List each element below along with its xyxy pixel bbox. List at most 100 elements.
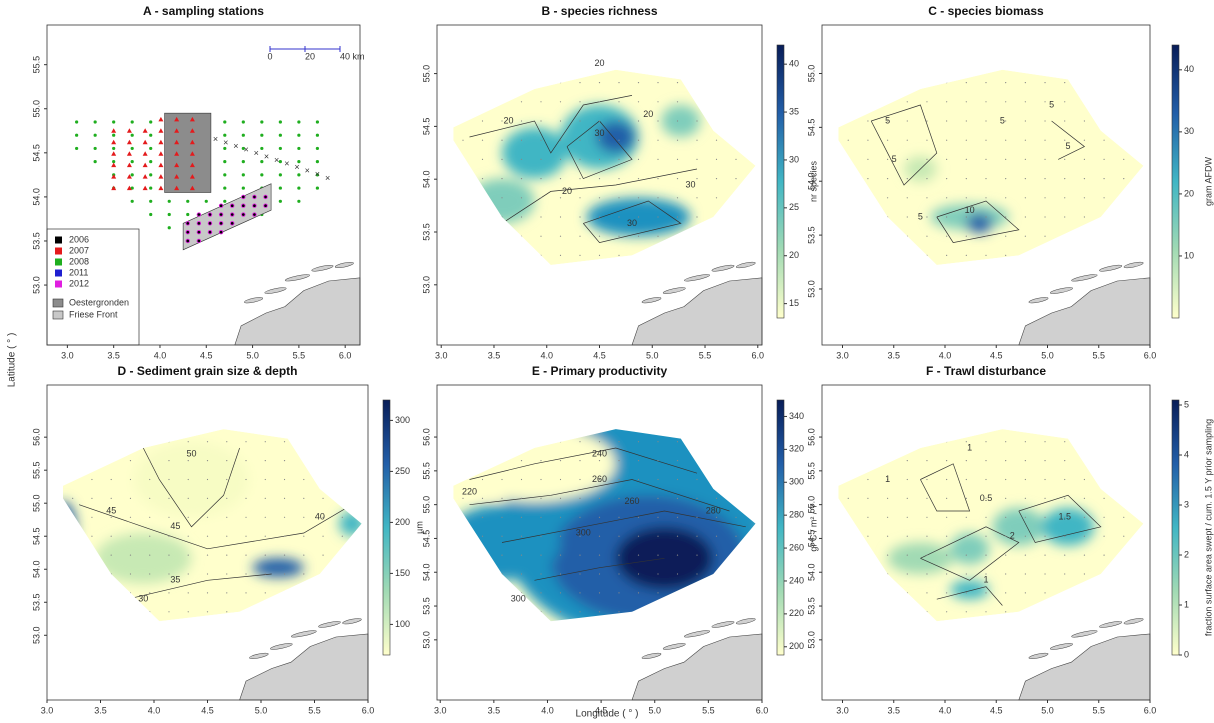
station-dot [618, 139, 620, 141]
station [241, 133, 245, 137]
legend-swatch [52, 310, 64, 320]
station-dot [598, 535, 601, 537]
y-tick-label: 55.0 [31, 100, 41, 118]
station-dot [1024, 497, 1026, 499]
station-dot [618, 441, 620, 443]
station-dot [676, 139, 679, 141]
station-dot [579, 516, 581, 518]
station-dot [1044, 554, 1046, 556]
x-axis-label: Longitude ( ° ) [576, 709, 639, 720]
station [174, 116, 180, 122]
station-dot [245, 516, 247, 518]
y-tick-label: 54.5 [806, 119, 816, 137]
x-tick-label: 5.0 [1041, 350, 1054, 360]
station-dot [696, 516, 698, 518]
contour-label: 5 [1049, 99, 1054, 109]
station-dot [245, 441, 247, 443]
island [311, 264, 334, 272]
station-dot [696, 497, 698, 499]
y-tick-label: 53.5 [806, 597, 816, 615]
station-dot [168, 611, 170, 613]
station [223, 146, 227, 151]
station-dot [985, 197, 987, 199]
station-dot [1044, 441, 1046, 443]
land [631, 618, 763, 701]
station [253, 213, 256, 216]
island [334, 261, 354, 269]
station-dot [657, 120, 659, 122]
station-dot [1103, 158, 1105, 160]
station-dot [1005, 120, 1007, 122]
island [1123, 261, 1144, 269]
station-dot [965, 82, 967, 84]
station-dot [906, 139, 908, 141]
station-dot [1024, 535, 1026, 537]
station-dot [72, 497, 74, 499]
island [264, 287, 287, 294]
station-dot [559, 158, 562, 160]
station-dot [906, 216, 908, 218]
station-dot [1103, 535, 1105, 537]
station-dot [264, 535, 266, 537]
station [223, 186, 227, 190]
station-dot [965, 497, 967, 499]
station [315, 186, 320, 190]
station-dot [637, 158, 640, 160]
station-dot [965, 535, 967, 537]
island [641, 297, 662, 304]
station-dot [540, 178, 542, 180]
station-dot [985, 554, 987, 556]
station [158, 162, 164, 168]
contour-label: 260 [624, 496, 639, 506]
y-tick-label: 53.5 [31, 593, 41, 611]
station-dot [149, 460, 151, 462]
colorbar-tick-label: 40 [1184, 64, 1194, 74]
y-tick-label: 53.0 [421, 276, 431, 294]
legend-swatch [55, 269, 62, 277]
station-dot [283, 497, 286, 499]
station-dot [1024, 120, 1026, 122]
station [223, 133, 227, 137]
station-dot [303, 478, 305, 481]
station-dot [867, 478, 869, 481]
station-dot [206, 497, 209, 499]
station [75, 146, 79, 151]
contour-label: 220 [462, 486, 477, 496]
station-dot [598, 120, 601, 122]
station-dot [501, 120, 503, 122]
station [174, 151, 180, 156]
station-dot [501, 478, 503, 481]
station [264, 204, 267, 208]
colorbar-tick-label: 30 [1184, 126, 1194, 136]
station [93, 160, 97, 164]
station-dot [906, 516, 908, 518]
station: × [254, 148, 259, 158]
station-dot [1024, 592, 1026, 594]
station [142, 174, 148, 179]
station-dot [1083, 516, 1085, 518]
station [142, 139, 148, 145]
station-dot [735, 158, 737, 160]
y-tick-label: 55.0 [421, 65, 431, 83]
land [631, 261, 763, 346]
station-dot [715, 516, 718, 518]
station [112, 160, 116, 164]
island [270, 643, 293, 650]
station-dot [637, 120, 640, 122]
station-dot [1005, 216, 1007, 218]
station-dot [867, 497, 869, 499]
x-tick-label: 3.0 [435, 350, 448, 360]
colorbar-tick-label: 1 [1184, 599, 1189, 609]
station-dot [696, 158, 698, 160]
x-tick-label: 4.5 [595, 705, 608, 715]
station-dot [985, 497, 987, 499]
station-dot [946, 516, 948, 518]
station [112, 133, 116, 137]
scale-bar-label: 0 [267, 51, 272, 61]
station-dot [226, 611, 228, 613]
station [142, 185, 148, 191]
station [264, 195, 267, 199]
station-dot [245, 478, 247, 481]
station-dot [149, 573, 151, 575]
station-dot [657, 497, 659, 499]
